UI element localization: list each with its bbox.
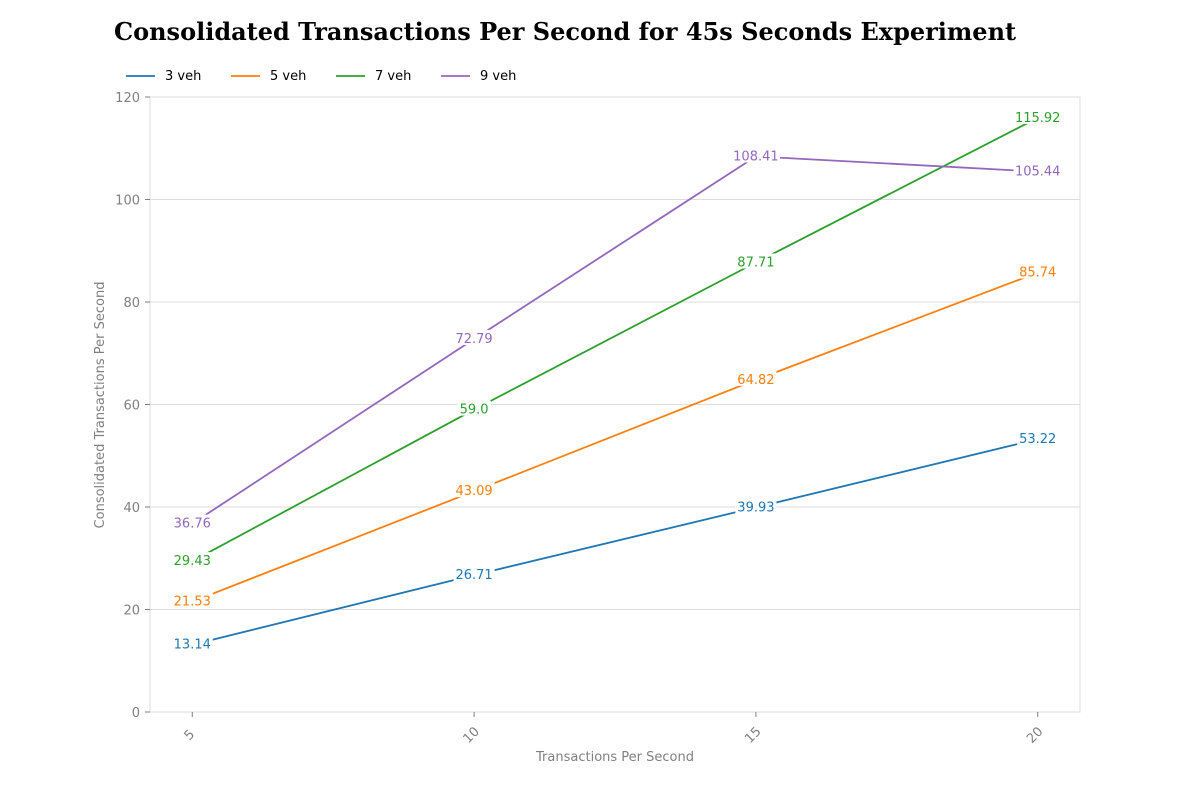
- y-tick-label: 60: [123, 399, 140, 414]
- data-label-bg: [453, 566, 495, 582]
- data-label: 43.09: [455, 484, 492, 499]
- data-label: 13.14: [174, 638, 211, 653]
- data-label-bg: [171, 514, 213, 530]
- data-label: 108.41: [733, 149, 779, 164]
- data-label: 64.82: [737, 373, 774, 388]
- data-label-bg: [1013, 162, 1062, 178]
- legend-label: 5 veh: [270, 69, 306, 84]
- data-label-bg: [171, 552, 213, 568]
- y-tick-label: 20: [123, 604, 140, 619]
- x-axis-label: Transactions Per Second: [535, 750, 694, 765]
- y-tick-label: 80: [123, 296, 140, 311]
- data-label-bg: [171, 592, 213, 608]
- legend-label: 3 veh: [165, 69, 201, 84]
- series-line-3-veh: [192, 438, 1038, 646]
- data-label-bg: [731, 147, 781, 163]
- x-tick-label: 15: [742, 724, 764, 746]
- x-tick-label: 20: [1024, 724, 1046, 746]
- data-label-bg: [453, 329, 495, 345]
- series-lines: [191, 117, 1039, 646]
- data-label: 105.44: [1015, 165, 1061, 180]
- data-label-bg: [453, 482, 495, 498]
- data-labels: 13.14 26.71 39.93 53.22 21.53 43.09 64.82 85.74…: [171, 108, 1062, 653]
- data-label-bg: [1013, 108, 1062, 124]
- data-label: 39.93: [737, 500, 774, 515]
- data-label: 59.0: [460, 403, 489, 418]
- data-label: 72.79: [455, 332, 492, 347]
- series-line-9-veh: [191, 155, 1038, 525]
- y-tick-label: 120: [115, 91, 140, 106]
- data-label: 21.53: [174, 595, 211, 610]
- data-label: 115.92: [1015, 111, 1061, 126]
- legend-label: 9 veh: [480, 69, 516, 84]
- grid-lines: [150, 96, 1080, 610]
- data-label-bg: [171, 635, 213, 651]
- data-label-bg: [735, 498, 777, 514]
- data-label-bg: [735, 253, 777, 269]
- data-label-bg: [735, 370, 777, 386]
- data-label-bg: [457, 400, 491, 416]
- y-tick-label: 100: [115, 194, 140, 209]
- y-axis-label: Consolidated Transactions Per Second: [93, 282, 108, 529]
- data-label: 53.22: [1019, 432, 1056, 447]
- axes: 0 20 40 60 80 100 120 5 10 15 20: [115, 91, 1046, 747]
- x-tick-label: 5: [182, 727, 198, 743]
- data-label: 85.74: [1019, 266, 1056, 281]
- data-label-bg: [1017, 263, 1059, 279]
- y-tick-label: 40: [123, 501, 140, 516]
- chart-title: Consolidated Transactions Per Second for…: [114, 17, 1016, 46]
- legend: 3 veh 5 veh 7 veh 9 veh: [126, 69, 516, 84]
- data-label: 26.71: [455, 568, 492, 583]
- data-label: 36.76: [174, 517, 211, 532]
- series-line-7-veh: [191, 117, 1039, 562]
- data-label: 29.43: [174, 554, 211, 569]
- x-tick-label: 10: [460, 724, 482, 746]
- series-line-5-veh: [191, 271, 1039, 603]
- y-tick-label: 0: [132, 706, 140, 721]
- data-label-bg: [1017, 430, 1059, 446]
- legend-label: 7 veh: [375, 69, 411, 84]
- data-label: 87.71: [737, 255, 774, 270]
